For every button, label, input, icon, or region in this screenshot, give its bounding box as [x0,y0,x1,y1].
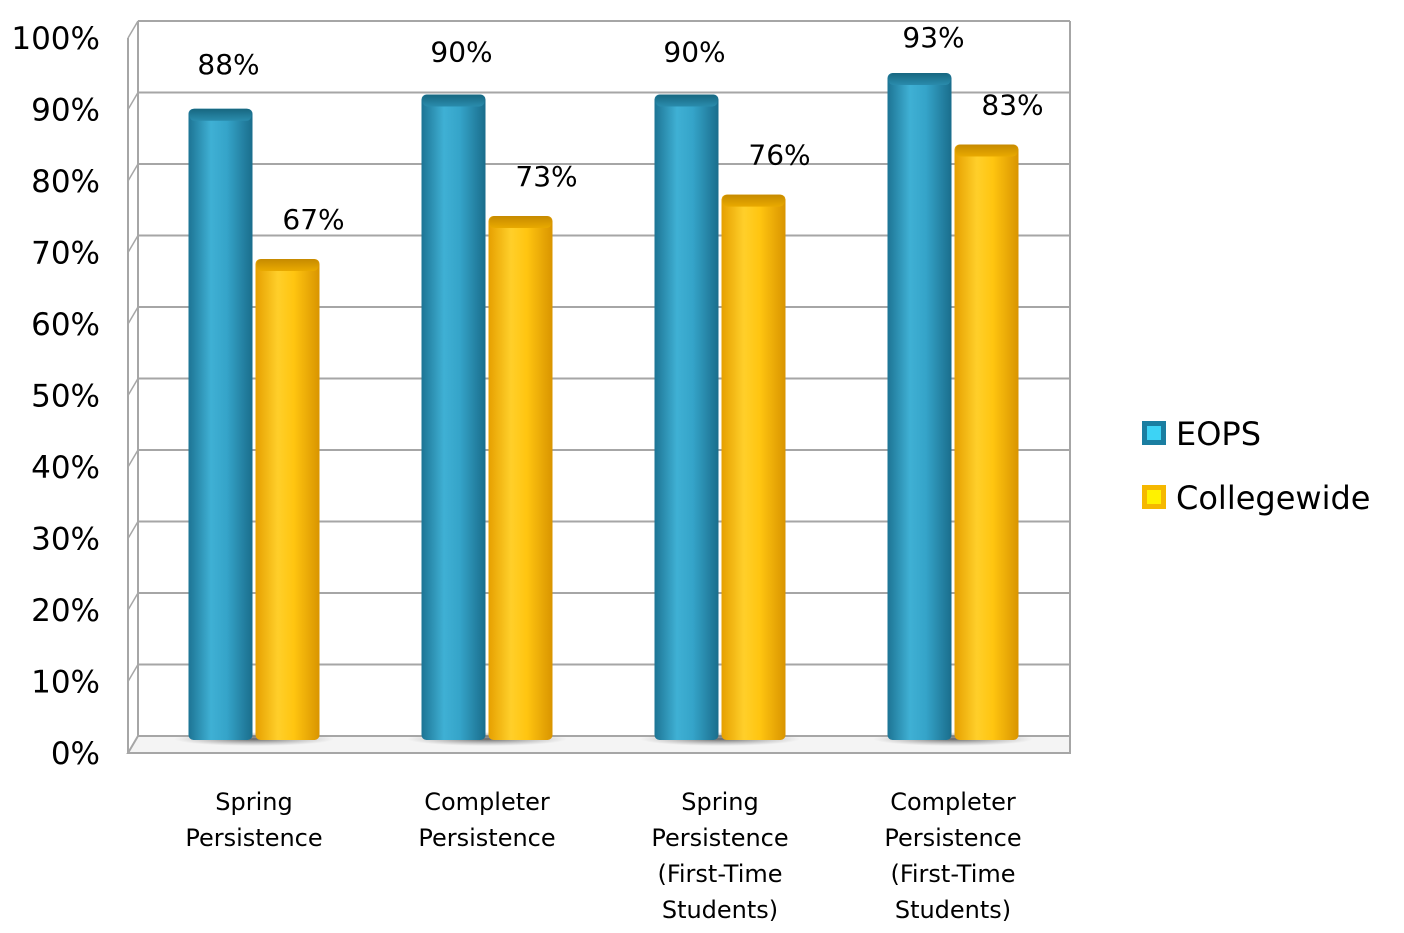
x-tick-label: Spring [681,788,758,816]
gridline-depth [127,449,139,468]
y-tick-label: 80% [31,164,100,200]
x-tick-label: Persistence [418,824,555,852]
bar-eops-1 [188,108,253,741]
gridline-depth [127,306,139,325]
data-labels: 88% 67% 90% 73% 90% 76% 93% 83% [197,21,1043,236]
bar-eops-4 [887,73,952,741]
bar-body [887,73,952,741]
data-label: 93% [902,21,964,54]
y-tick-label: 40% [31,450,100,486]
y-tick-label: 100% [11,21,100,57]
x-tick-label: (First-Time [657,860,782,888]
bars [174,73,1033,746]
data-label: 90% [663,36,725,69]
bar-cap [655,94,718,107]
x-tick-label: Persistence [651,824,788,852]
bar-collegewide-2 [488,216,553,741]
data-label: 67% [282,203,344,236]
bar-collegewide-1 [255,258,320,740]
gridline-depth [127,20,139,39]
x-tick-label: Persistence [884,824,1021,852]
bar-collegewide-3 [721,194,786,741]
gridline-depth [127,235,139,253]
data-label: 90% [430,36,492,69]
bar-body [954,144,1019,741]
gridline-depth [127,378,139,396]
x-tick-label: Completer [424,788,550,816]
bar-eops-2 [421,94,486,740]
data-label: 88% [197,48,259,81]
data-label: 83% [981,89,1043,122]
bar-cap [489,216,552,229]
bar-cap [888,73,951,86]
x-tick-label: Completer [890,788,1016,816]
bar-body [654,94,719,740]
y-tick-label: 70% [31,236,100,272]
y-tick-label: 50% [31,379,100,415]
x-tick-label: Spring [215,788,292,816]
x-tick-label: Students) [895,896,1011,924]
legend-item-eops: EOPS [1142,415,1261,453]
bar-eops-3 [654,94,719,740]
bar-cap [256,258,319,271]
x-tick-label: Students) [662,896,778,924]
legend: EOPS Collegewide [1142,415,1370,517]
y-tick-label: 10% [31,665,100,701]
y-tick-label: 0% [51,736,100,772]
y-tick-label: 30% [31,522,100,558]
category-labels: Spring Persistence Completer Persistence Spr… [185,788,1021,924]
gridline-depth [127,92,139,110]
y-tick-label: 20% [31,593,100,629]
legend-item-collegewide: Collegewide [1142,479,1370,517]
data-label: 76% [748,139,810,172]
legend-swatch-inner [1147,426,1161,440]
bar-body [188,108,253,741]
bar-cap [422,94,485,107]
bar-body [488,216,553,741]
bar-cap [189,108,252,121]
gridline-depth [127,664,139,682]
gridline-depth [127,521,139,539]
gridline-depth [127,592,139,611]
bar-body [255,258,320,740]
legend-label: Collegewide [1176,479,1370,517]
bar-body [421,94,486,740]
legend-swatch-inner [1147,490,1161,504]
axes: 0% 10% 20% 30% 40% 50% 60% 70% 80% 90% 100% [11,21,1070,772]
legend-label: EOPS [1176,415,1261,453]
data-label: 73% [515,160,577,193]
bar-collegewide-4 [954,144,1019,741]
gridline-depth [127,163,139,182]
bar-cap [722,194,785,207]
x-tick-label: Persistence [185,824,322,852]
bar-cap [955,144,1018,157]
y-tick-label: 60% [31,307,100,343]
x-tick-label: (First-Time [890,860,1015,888]
y-tick-label: 90% [31,93,100,129]
bar-body [721,194,786,741]
